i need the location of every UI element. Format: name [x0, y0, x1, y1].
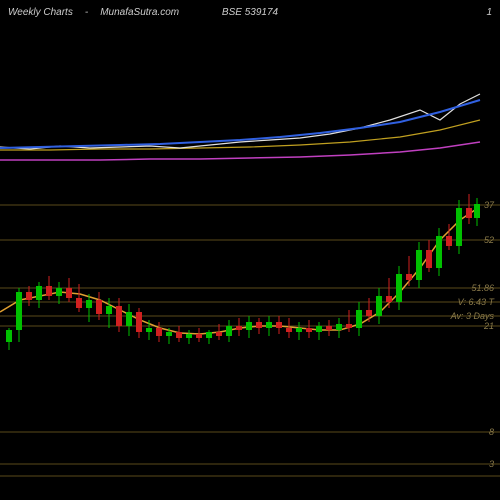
grid-label: 52 [484, 235, 494, 245]
grid-label: 3 [489, 459, 494, 469]
chart-header: Weekly Charts - MunafaSutra.com BSE 5391… [0, 4, 500, 20]
grid-label: Av: 3 Days [451, 311, 494, 321]
lower-price-panel: 37 52 51.86 V: 6.43 T Av: 3 Days21 8 3 [0, 180, 500, 500]
grid-label: 51.86 [471, 283, 494, 293]
grid-label: 37 [484, 200, 494, 210]
right-indicator: 1 [486, 7, 492, 18]
grid-label: 21 [484, 321, 494, 331]
site-name: MunafaSutra.com [100, 7, 179, 18]
upper-indicator-panel [0, 20, 500, 180]
chart-title: Weekly Charts [8, 7, 73, 18]
ticker-symbol: BSE 539174 [222, 7, 278, 18]
grid-label: 8 [489, 427, 494, 437]
candlestick-svg [0, 180, 500, 500]
grid-label: V: 6.43 T [458, 297, 494, 307]
upper-lines-svg [0, 20, 500, 180]
